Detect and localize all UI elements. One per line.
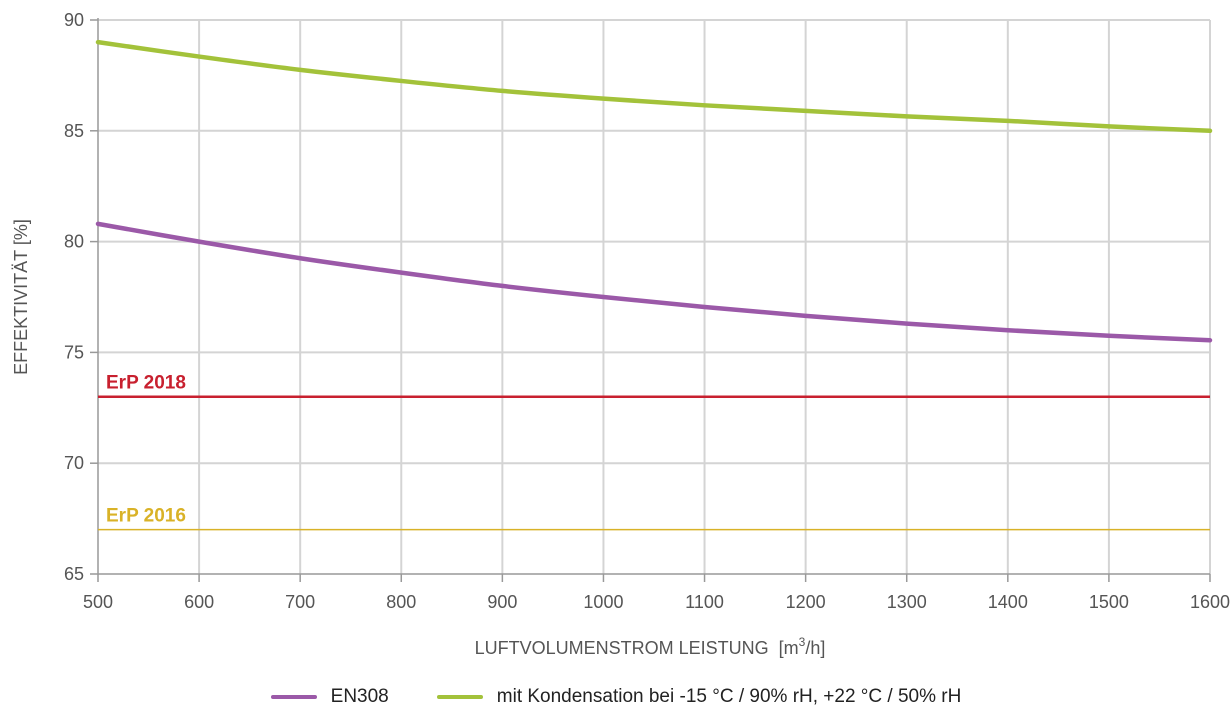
legend-item-kondensation: mit Kondensation bei -15 °C / 90% rH, +2… bbox=[436, 686, 962, 708]
x-tick-label: 1000 bbox=[583, 592, 623, 612]
x-tick-label: 1400 bbox=[988, 592, 1028, 612]
series-lines bbox=[95, 39, 1213, 343]
legend-item-en308: EN308 bbox=[270, 686, 389, 708]
y-tick-label: 80 bbox=[64, 232, 84, 252]
y-axis-title: EFFEKTIVITÄT [%] bbox=[11, 219, 31, 375]
axes bbox=[90, 18, 1211, 582]
x-axis-title: LUFTVOLUMENSTROM LEISTUNG [m3/h] bbox=[475, 635, 826, 658]
y-tick-label: 65 bbox=[64, 564, 84, 584]
y-tick-label: 70 bbox=[64, 453, 84, 473]
x-axis-title-unit-prefix: [m bbox=[779, 638, 799, 658]
x-tick-labels: 500 600 700 800 900 1000 1100 1200 1300 1400 1500 1… bbox=[83, 592, 1230, 612]
series-line-en308 bbox=[95, 221, 1213, 343]
reference-lines: ErP 2018 ErP 2016 bbox=[98, 373, 1210, 531]
x-axis-title-unit-superscript: 3 bbox=[799, 635, 806, 649]
legend-label-en308: EN308 bbox=[330, 686, 389, 707]
reference-label-erp-2018: ErP 2018 bbox=[106, 373, 186, 394]
y-tick-label: 75 bbox=[64, 342, 84, 362]
legend-swatch-en308 bbox=[270, 695, 317, 699]
x-tick-label: 1200 bbox=[786, 592, 826, 612]
x-tick-label: 1500 bbox=[1089, 592, 1129, 612]
legend: EN308 mit Kondensation bei -15 °C / 90% … bbox=[0, 684, 1232, 710]
x-tick-label: 500 bbox=[83, 592, 113, 612]
legend-swatch-kondensation bbox=[436, 695, 483, 699]
chart: ErP 2018 ErP 2016 65 70 75 80 85 90 500 600 700 8… bbox=[11, 10, 1230, 658]
x-tick-label: 1300 bbox=[887, 592, 927, 612]
x-tick-label: 800 bbox=[386, 592, 416, 612]
x-tick-label: 600 bbox=[184, 592, 214, 612]
y-tick-label: 90 bbox=[64, 10, 84, 30]
legend-label-kondensation: mit Kondensation bei -15 °C / 90% rH, +2… bbox=[496, 686, 962, 707]
x-axis-title-main: LUFTVOLUMENSTROM LEISTUNG bbox=[475, 638, 769, 658]
x-tick-label: 700 bbox=[285, 592, 315, 612]
y-tick-label: 85 bbox=[64, 121, 84, 141]
reference-label-erp-2016: ErP 2016 bbox=[106, 506, 186, 527]
x-axis-title-unit-suffix: /h] bbox=[805, 638, 825, 658]
series-line-kondensation bbox=[95, 39, 1213, 134]
grid bbox=[98, 19, 1211, 574]
y-tick-labels: 65 70 75 80 85 90 bbox=[64, 10, 84, 584]
x-tick-label: 1600 bbox=[1190, 592, 1230, 612]
x-tick-label: 900 bbox=[487, 592, 517, 612]
x-tick-label: 1100 bbox=[685, 592, 724, 612]
